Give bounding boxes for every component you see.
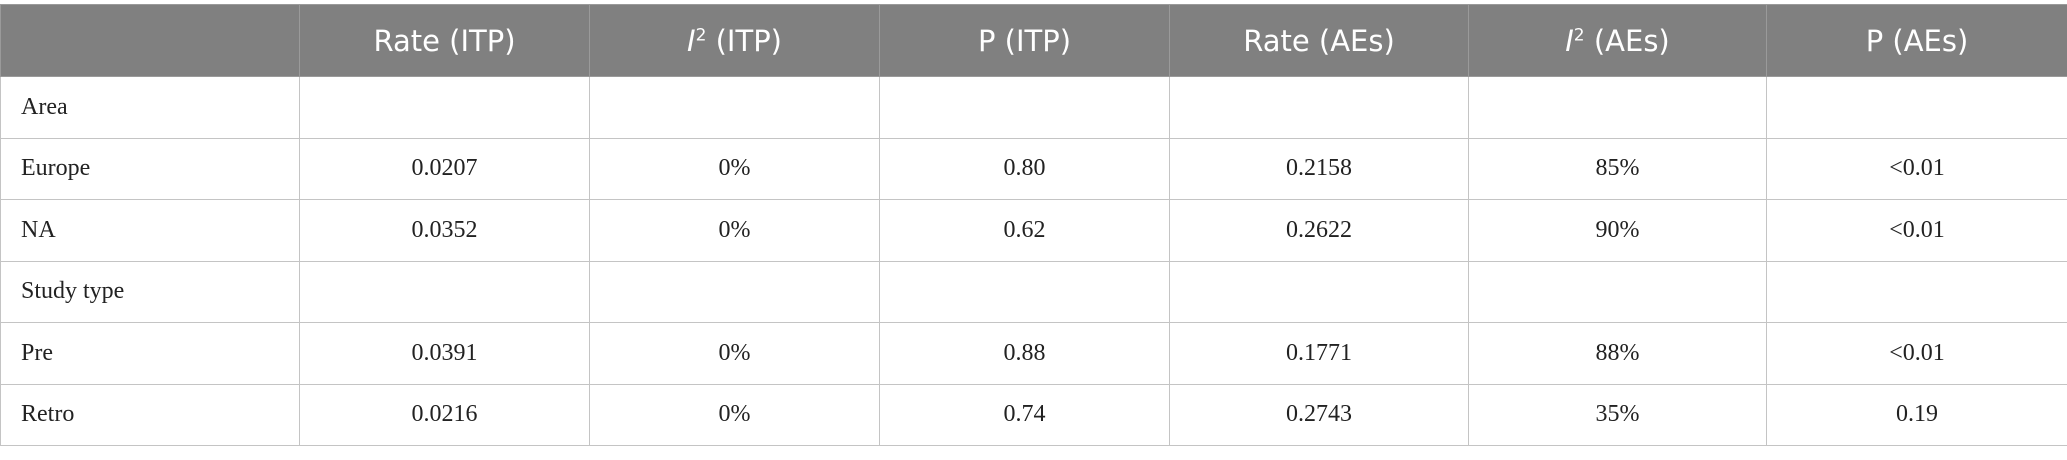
header-corner: [0, 4, 300, 77]
table-cell: <0.01: [1766, 137, 2067, 200]
table-cell: <0.01: [1766, 322, 2067, 385]
table-body: Area Europe 0.0207 0% 0.80 0.2158 85% <0.01 NA 0.…: [0, 76, 2067, 446]
header-sup: 2: [1573, 24, 1585, 45]
empty-cell: [299, 260, 590, 323]
table-cell: 0.88: [879, 322, 1170, 385]
table-cell: 0%: [589, 137, 880, 200]
table-cell: 85%: [1468, 137, 1767, 200]
table-cell: 90%: [1468, 199, 1767, 262]
table-row: Retro 0.0216 0% 0.74 0.2743 35% 0.19: [0, 383, 2067, 446]
header-text: Rate (AEs): [1243, 23, 1395, 58]
table-row: Pre 0.0391 0% 0.88 0.1771 88% <0.01: [0, 322, 2067, 385]
empty-cell: [1468, 260, 1767, 323]
header-text: Rate (ITP): [373, 23, 516, 58]
header-cell: P (AEs): [1766, 4, 2067, 77]
table-cell: 0.1771: [1169, 322, 1469, 385]
table-cell: 0.62: [879, 199, 1170, 262]
header-cell: I2 (AEs): [1468, 4, 1767, 77]
header-italic: I: [687, 23, 696, 58]
header-cell: Rate (AEs): [1169, 4, 1469, 77]
header-cell: Rate (ITP): [299, 4, 590, 77]
table-cell: 35%: [1468, 383, 1767, 446]
table-cell: 0%: [589, 199, 880, 262]
table-row: Europe 0.0207 0% 0.80 0.2158 85% <0.01: [0, 137, 2067, 200]
empty-cell: [1169, 260, 1469, 323]
table-row: NA 0.0352 0% 0.62 0.2622 90% <0.01: [0, 199, 2067, 262]
header-text: P (AEs): [1865, 23, 1969, 58]
header-cell: P (ITP): [879, 4, 1170, 77]
header-text: (ITP): [706, 23, 782, 58]
empty-cell: [1468, 76, 1767, 139]
empty-cell: [589, 76, 880, 139]
empty-cell: [1766, 76, 2067, 139]
header-text: (AEs): [1584, 23, 1670, 58]
table-cell: 0.19: [1766, 383, 2067, 446]
row-label: Retro: [0, 383, 300, 446]
empty-cell: [589, 260, 880, 323]
empty-cell: [299, 76, 590, 139]
table-cell: 0.2622: [1169, 199, 1469, 262]
row-label: Study type: [0, 260, 300, 323]
empty-cell: [1169, 76, 1469, 139]
header-row: Rate (ITP) I2 (ITP) P (ITP) Rate (AEs) I2 (A…: [0, 4, 2067, 77]
row-label: NA: [0, 199, 300, 262]
header-text: P (ITP): [977, 23, 1072, 58]
table-cell: 0.2743: [1169, 383, 1469, 446]
table-cell: 0.74: [879, 383, 1170, 446]
table-cell: 0.2158: [1169, 137, 1469, 200]
empty-cell: [1766, 260, 2067, 323]
table-cell: 0%: [589, 383, 880, 446]
table-cell: 0.0207: [299, 137, 590, 200]
table-cell: 0.0216: [299, 383, 590, 446]
header-sup: 2: [695, 24, 707, 45]
table-row: Study type: [0, 260, 2067, 323]
row-label: Europe: [0, 137, 300, 200]
empty-cell: [879, 76, 1170, 139]
table-cell: 88%: [1468, 322, 1767, 385]
row-label: Area: [0, 76, 300, 139]
table-header: Rate (ITP) I2 (ITP) P (ITP) Rate (AEs) I2 (A…: [0, 4, 2067, 77]
table-cell: <0.01: [1766, 199, 2067, 262]
table-cell: 0.0352: [299, 199, 590, 262]
table-cell: 0.80: [879, 137, 1170, 200]
table-cell: 0%: [589, 322, 880, 385]
table-row: Area: [0, 76, 2067, 139]
table-cell: 0.0391: [299, 322, 590, 385]
results-table: Rate (ITP) I2 (ITP) P (ITP) Rate (AEs) I2 (A…: [0, 4, 2067, 446]
empty-cell: [879, 260, 1170, 323]
row-label: Pre: [0, 322, 300, 385]
header-cell: I2 (ITP): [589, 4, 880, 77]
header-italic: I: [1565, 23, 1574, 58]
